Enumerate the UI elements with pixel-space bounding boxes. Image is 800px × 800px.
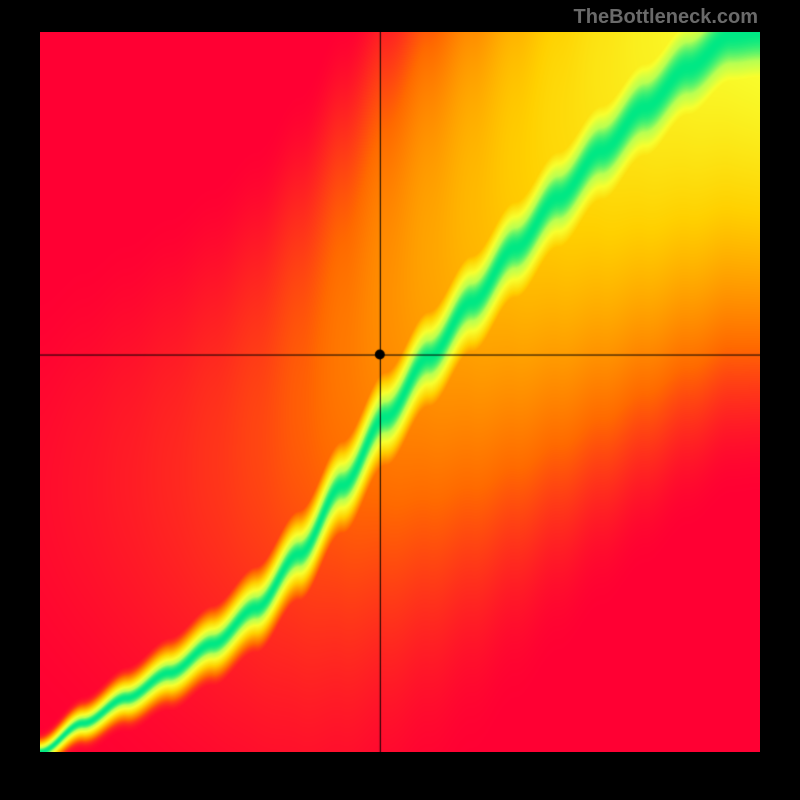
watermark-text: TheBottleneck.com [574,6,758,29]
chart-container: TheBottleneck.com [0,0,800,800]
heatmap-canvas [40,32,760,752]
heatmap-plot [40,32,760,752]
